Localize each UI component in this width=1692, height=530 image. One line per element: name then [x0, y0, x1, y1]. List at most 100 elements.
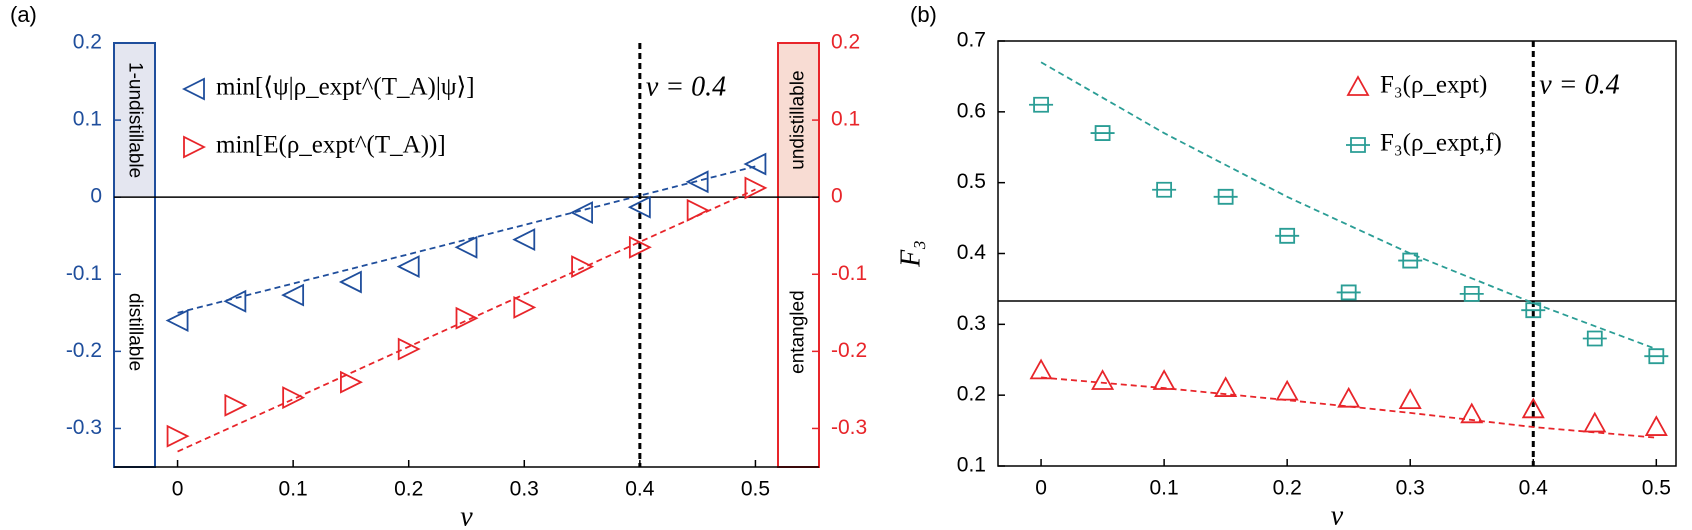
panel-label: (a) [10, 2, 37, 27]
data-point [1398, 252, 1423, 269]
data-point [1459, 285, 1484, 302]
data-point [282, 386, 306, 410]
data-point [224, 393, 248, 417]
x-tick-label: 0.4 [1519, 477, 1549, 500]
data-point [1460, 402, 1484, 424]
legend-label: min[⟨ψ|ρ_expt^(T_A)|ψ⟩] [216, 74, 475, 101]
y-tick-label: 0.1 [957, 454, 986, 477]
y-tick-label: -0.3 [66, 416, 102, 439]
data-point [512, 228, 536, 252]
fit-line [177, 188, 756, 453]
y-tick-label: 0.2 [73, 31, 102, 54]
legend-marker [181, 77, 205, 101]
data-point [1090, 125, 1115, 141]
legend-label: F₃(ρ_expt) [1380, 72, 1487, 99]
data-point [340, 370, 363, 394]
y-tick-label: 0.3 [957, 312, 986, 335]
x-tick-label: 0.3 [1396, 477, 1425, 500]
data-point [223, 289, 247, 313]
y2-tick-label: 0.2 [831, 31, 860, 54]
x-tick-label: 0.1 [279, 478, 308, 501]
y2-tick-label: -0.1 [831, 262, 867, 285]
region-label: entangled [788, 290, 809, 373]
y-tick-label: 0.1 [73, 108, 102, 131]
x-tick-label: 0.5 [1642, 477, 1671, 500]
y-tick-label: 0.7 [957, 29, 986, 52]
fit-line [177, 165, 756, 314]
y-tick-label: -0.1 [66, 262, 102, 285]
fit-line [1040, 61, 1657, 350]
data-point [1275, 227, 1300, 244]
data-point [513, 295, 537, 319]
data-point [281, 283, 305, 307]
data-point [1521, 397, 1545, 419]
legend-marker [183, 135, 207, 159]
plot-frame [997, 40, 1677, 467]
data-point [1214, 376, 1238, 397]
x-axis-label: v [460, 501, 473, 530]
data-point [396, 255, 420, 279]
data-point [571, 255, 595, 279]
x-tick-label: 0 [172, 478, 184, 501]
y-axis-label: F₃ [895, 240, 926, 268]
region-label: undistillable [788, 70, 809, 169]
data-point [1337, 386, 1361, 408]
panel-label: (b) [910, 2, 937, 27]
data-point [570, 201, 593, 225]
data-point [743, 152, 767, 176]
data-point [1029, 358, 1053, 380]
data-point [455, 306, 479, 330]
x-tick-label: 0.2 [1273, 477, 1302, 500]
data-point [397, 337, 421, 361]
y2-tick-label: -0.3 [831, 416, 867, 439]
data-point [1644, 415, 1668, 436]
y2-tick-label: 0.1 [831, 108, 860, 131]
data-point [1275, 379, 1299, 401]
x-tick-label: 0.5 [741, 478, 770, 501]
x-tick-label: 0.4 [625, 478, 655, 501]
data-point [338, 270, 362, 294]
data-point [686, 198, 710, 222]
data-point [627, 195, 651, 219]
y-tick-label: -0.2 [66, 339, 102, 362]
x-tick-label: 0.3 [510, 478, 539, 501]
y2-tick-label: 0 [831, 185, 843, 208]
legend-label: F₃(ρ_expt,f) [1380, 130, 1502, 157]
data-point [166, 424, 190, 448]
legend-label: min[E(ρ_expt^(T_A))] [216, 132, 446, 159]
data-point [1398, 388, 1422, 410]
annotation: v = 0.4 [646, 71, 726, 102]
data-point [1336, 284, 1361, 301]
y-tick-label: 0.2 [957, 383, 986, 406]
data-point [744, 176, 768, 200]
region-label: 1-undistillable [124, 62, 145, 178]
data-point [1091, 369, 1115, 390]
annotation: v = 0.4 [1539, 69, 1619, 100]
x-tick-label: 0.1 [1150, 477, 1179, 500]
data-point [1582, 330, 1607, 347]
data-point [628, 235, 652, 259]
y-tick-label: 0.5 [957, 170, 986, 193]
data-point [1029, 96, 1054, 113]
data-point [685, 170, 709, 194]
data-point [165, 309, 189, 332]
legend-marker [1346, 137, 1370, 153]
data-point [1644, 348, 1669, 365]
x-tick-label: 0 [1035, 477, 1047, 500]
x-tick-label: 0.2 [394, 478, 423, 501]
y-tick-label: 0.4 [957, 241, 987, 264]
y2-tick-label: -0.2 [831, 339, 867, 362]
x-axis-label: v [1331, 500, 1344, 530]
data-point [1152, 181, 1177, 198]
data-point [1583, 411, 1607, 433]
fit-line [1040, 376, 1657, 439]
data-point [1213, 188, 1238, 205]
data-point [454, 235, 478, 259]
region-label: distillable [124, 293, 145, 371]
y-tick-label: 0.6 [957, 99, 986, 122]
data-point [1521, 302, 1546, 319]
legend-marker [1346, 75, 1370, 96]
data-point [1152, 369, 1176, 390]
y-tick-label: 0 [90, 185, 102, 208]
